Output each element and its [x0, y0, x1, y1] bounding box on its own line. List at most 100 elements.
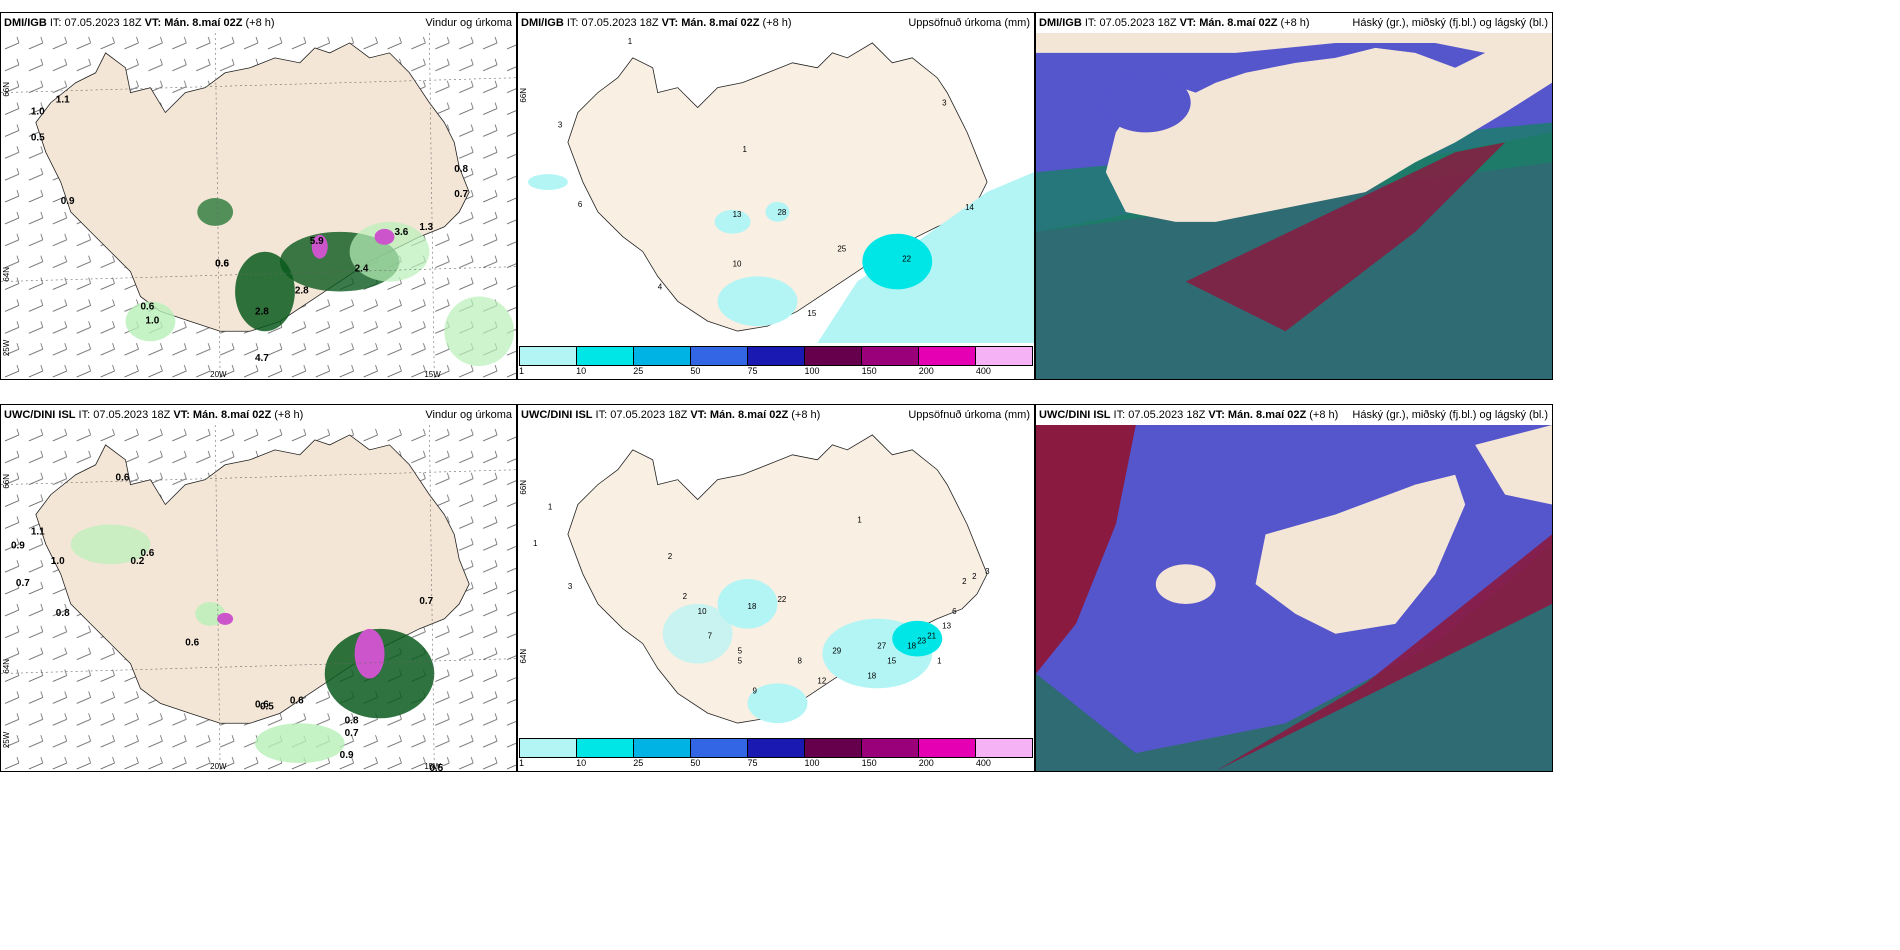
- value-label: 10: [733, 260, 742, 269]
- value-label: 0.7: [345, 728, 359, 739]
- panel-header: UWC/DINI ISL IT: 07.05.2023 18Z VT: Mán.…: [1, 405, 516, 425]
- lat-label: 66N: [519, 88, 528, 103]
- cloud-free-land: [1036, 33, 1552, 53]
- value-label: 22: [902, 255, 911, 264]
- lon-line: [429, 33, 435, 379]
- lon-line: [214, 33, 221, 379]
- precip-area: [217, 612, 234, 625]
- wind-value-labels: 1.11.00.50.90.62.80.60.80.70.61.04.72.85…: [31, 95, 469, 364]
- colorbar: 1 10 25 50 75 100 150 200 400: [519, 344, 1033, 378]
- wind-value-labels: 0.61.10.91.0 0.20.60.70.80.60.60.50.60.70…: [11, 473, 444, 771]
- value-label: 3: [985, 567, 990, 576]
- value-label: 0.6: [140, 301, 154, 312]
- value-label: 1: [937, 656, 942, 665]
- model-name: UWC/DINI ISL: [521, 409, 593, 421]
- colorbar-swatch: [577, 347, 634, 365]
- init-time: IT: 07.05.2023 18Z: [563, 17, 662, 29]
- value-label: 0.5: [429, 763, 443, 771]
- value-label: 3: [942, 99, 947, 108]
- value-label: 12: [817, 676, 826, 685]
- colorbar-swatch: [634, 739, 691, 757]
- value-label: 22: [777, 595, 786, 604]
- iceland-land: [567, 42, 988, 332]
- colorbar-label: 10: [576, 758, 587, 768]
- lead-time: (+8 h): [788, 409, 821, 421]
- value-label: 2: [683, 592, 688, 601]
- lon-label: 20W: [210, 762, 227, 771]
- precip-area: [197, 198, 234, 226]
- value-label: 0.7: [454, 189, 468, 200]
- precip-area: [349, 221, 430, 282]
- precip-area: [354, 628, 385, 679]
- colorbar-swatch: [976, 347, 1032, 365]
- precip-area: [324, 628, 435, 719]
- value-label: 0.9: [11, 540, 25, 551]
- value-label: 1.1: [56, 95, 70, 106]
- value-label: 29: [832, 647, 841, 656]
- lat-label: 66N: [519, 480, 528, 495]
- wind-precip-map: 20W 15W 66N 64N 25W 1.1 1.0 0.5 0.9 0.6 2.8 0.…: [1, 33, 516, 379]
- init-time: IT: 07.05.2023 18Z: [592, 409, 691, 421]
- lat-label: 66N: [2, 474, 11, 489]
- precip-area: [444, 296, 515, 367]
- colorbar-label: 50: [690, 758, 701, 768]
- value-label: 13: [733, 210, 742, 219]
- valid-time: VT: Mán. 8.maí 02Z: [1179, 17, 1278, 29]
- panel-wind-dmi: DMI/IGB IT: 07.05.2023 18Z VT: Mán. 8.ma…: [0, 12, 517, 380]
- value-label: 0.5: [260, 701, 274, 712]
- valid-time: VT: Mán. 8.maí 02Z: [661, 17, 760, 29]
- accum-precip-map: 66N 64N 1 1 2 3 2 5 18 22 10 7 5 1 9 8 29 12 18 27 15 18 23 2…: [518, 425, 1034, 735]
- model-name: DMI/IGB: [1039, 17, 1082, 29]
- accum-area: [765, 201, 790, 222]
- value-label: 2: [972, 572, 977, 581]
- colorbar: 1 10 25 50 75 100 150 200 400: [519, 736, 1033, 770]
- lat-label: 66N: [2, 82, 11, 97]
- value-label: 1.1: [31, 526, 45, 537]
- value-label: 5: [738, 647, 743, 656]
- panel-accum-dmi: DMI/IGB IT: 07.05.2023 18Z VT: Mán. 8.ma…: [517, 12, 1035, 380]
- lead-time: (+8 h): [1306, 409, 1339, 421]
- precip-area: [311, 234, 328, 259]
- lat-line: [1, 658, 516, 674]
- value-label: 0.6: [290, 695, 304, 706]
- product-name: Vindur og úrkoma: [425, 409, 512, 421]
- value-label: 15: [887, 656, 896, 665]
- value-label: 15: [807, 309, 816, 318]
- accum-area: [862, 233, 933, 290]
- lat-line: [1, 469, 516, 485]
- colorbar-boxes: [519, 738, 1033, 758]
- value-label: 1.0: [31, 107, 45, 118]
- cloud-free-land: [1105, 33, 1552, 222]
- value-label: 0.9: [340, 750, 354, 761]
- panel-header: DMI/IGB IT: 07.05.2023 18Z VT: Mán. 8.ma…: [1036, 13, 1552, 33]
- colorbar-label: 10: [576, 366, 587, 376]
- colorbar-label: 100: [804, 758, 820, 768]
- colorbar-label: 200: [918, 758, 934, 768]
- precip-area: [374, 228, 395, 245]
- value-label: 1.3: [419, 222, 433, 233]
- map-svg: [1036, 33, 1552, 379]
- valid-time: VT: Mán. 8.maí 02Z: [144, 17, 243, 29]
- lat-label: 64N: [519, 649, 528, 664]
- value-label: 23: [917, 637, 926, 646]
- colorbar-label: 50: [690, 366, 701, 376]
- init-time: IT: 07.05.2023 18Z: [1081, 17, 1180, 29]
- value-label: 0.8: [345, 715, 359, 726]
- colorbar-swatch: [520, 739, 577, 757]
- colorbar-label: 100: [804, 366, 820, 376]
- lon-label: 25W: [2, 339, 11, 356]
- value-label: 0.9: [61, 196, 75, 207]
- valid-time: VT: Mán. 8.maí 02Z: [1208, 409, 1307, 421]
- value-label: 0.6: [255, 699, 269, 710]
- value-label: 4: [658, 282, 663, 291]
- wind-precip-map: 20W 15W 66N 64N 25W 0.6 1.1 0.9 1.0 0.2 0.6 0.…: [1, 425, 516, 771]
- product-name: Vindur og úrkoma: [425, 17, 512, 29]
- accum-area: [747, 683, 808, 724]
- colorbar-label: 75: [747, 366, 758, 376]
- value-label: 10: [698, 607, 707, 616]
- colorbar-label: 25: [633, 758, 644, 768]
- accum-area: [717, 579, 778, 629]
- lon-label: 15W: [424, 370, 441, 379]
